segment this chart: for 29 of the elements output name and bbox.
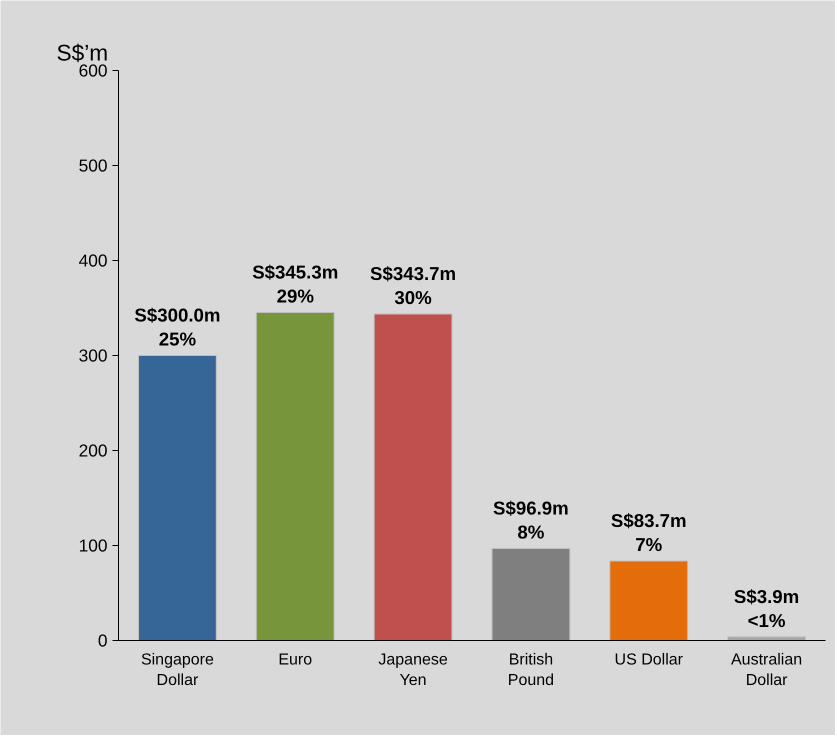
annotation: 29% — [276, 285, 314, 306]
x-tick-label: Japanese Yen — [378, 652, 448, 689]
x-tick-label: Euro — [278, 652, 312, 668]
bar — [609, 560, 688, 640]
bar — [256, 312, 335, 640]
x-tick-label: British Pound — [508, 652, 554, 689]
data-label: S$3.9m — [734, 586, 800, 607]
y-tick-label: 500 — [78, 156, 108, 176]
bar — [138, 355, 217, 640]
annotation: 7% — [635, 534, 663, 555]
data-label: S$343.7m — [370, 262, 456, 284]
y-tick-label: 400 — [78, 250, 108, 270]
x-tick-label: Singapore Dollar — [140, 652, 214, 689]
annotation: 30% — [394, 286, 432, 308]
y-tick-label: 0 — [98, 630, 108, 650]
y-tick-label: 300 — [78, 346, 108, 366]
x-tick-label: Australian Dollar — [731, 652, 802, 689]
annotation: 25% — [158, 328, 196, 350]
y-tick-label: 200 — [78, 440, 108, 460]
data-label: S$345.3m — [252, 261, 338, 282]
bar — [492, 548, 570, 640]
annotation: 8% — [517, 521, 545, 542]
data-label: S$83.7m — [610, 510, 687, 531]
data-label: S$300.0m — [134, 304, 220, 326]
x-tick-label: US Dollar — [614, 652, 684, 668]
data-label: S$96.9m — [493, 497, 569, 518]
bar — [374, 313, 452, 640]
annotation: <1% — [748, 610, 786, 631]
y-tick-label: 100 — [78, 536, 108, 556]
